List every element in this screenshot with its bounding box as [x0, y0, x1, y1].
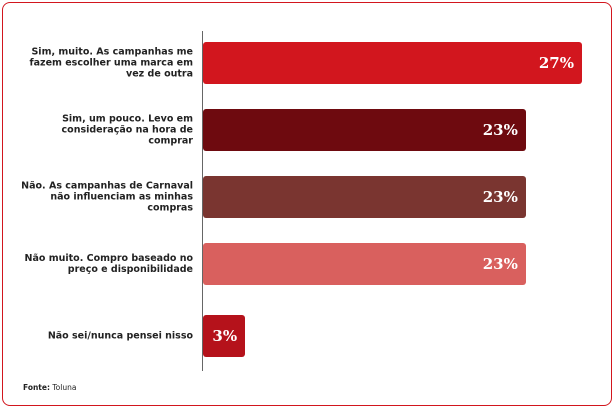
category-label: Não. As campanhas de Carnaval não influe… — [21, 180, 193, 214]
bar: 23% — [203, 243, 526, 285]
bar: 27% — [203, 42, 582, 84]
source-label: Fonte: — [23, 383, 50, 392]
category-label: Não muito. Compro baseado no preço e dis… — [24, 253, 193, 275]
source-text: Toluna — [52, 383, 77, 392]
value-label: 27% — [538, 54, 574, 72]
bar: 23% — [203, 109, 526, 151]
value-label: 23% — [482, 188, 518, 206]
bar: 3% — [203, 315, 246, 357]
axis-line — [202, 31, 203, 371]
value-label: 23% — [482, 255, 518, 273]
category-label: Não sei/nunca pensei nisso — [47, 330, 193, 342]
value-label: 23% — [482, 121, 518, 139]
category-label: Sim, muito. As campanhas me fazem escolh… — [29, 46, 194, 80]
source: Fonte: Toluna — [23, 383, 76, 392]
value-label: 3% — [212, 327, 238, 345]
chart: Fonte: Toluna Sim, muito. As campanhas m… — [2, 2, 612, 406]
category-label: Sim, um pouco. Levo em consideração na h… — [61, 113, 193, 147]
bar: 23% — [203, 176, 526, 218]
